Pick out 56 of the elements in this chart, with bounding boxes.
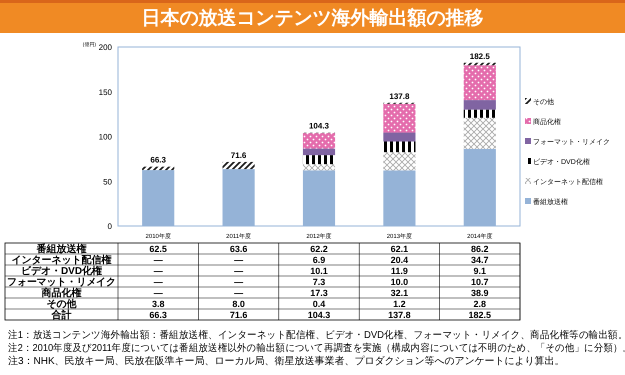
- text: ビデオ・DVD化権: [20, 266, 102, 277]
- text: フォーマット・リメイク: [7, 277, 117, 288]
- total-label: 182.5: [470, 52, 490, 61]
- text: ―: [154, 277, 163, 287]
- text: 注2：2010年度及び2011年度については番組放送権以外の輸出額について再調査を実施（構成内容については不明のため、「その他」に分類）。: [8, 342, 625, 354]
- text: 番組放送権: [36, 244, 86, 255]
- total-label: 66.3: [150, 156, 167, 165]
- text: ―: [234, 266, 244, 276]
- text: 71.6: [230, 310, 248, 320]
- text: その他: [46, 299, 76, 310]
- total-label: 137.8: [389, 92, 410, 101]
- text: ―: [234, 255, 244, 265]
- text: 137.8: [388, 310, 411, 320]
- text: ―: [154, 266, 163, 276]
- text: ―: [234, 277, 244, 287]
- text: ―: [154, 255, 163, 265]
- data-label: 86.2: [471, 244, 489, 254]
- data-label: 62.1: [390, 244, 408, 254]
- data-label: 7.3: [312, 277, 326, 287]
- data-label: 10.7: [471, 277, 489, 287]
- text: 104.3: [308, 310, 330, 320]
- data-label: 62.5: [149, 244, 167, 254]
- data-label: 32.1: [390, 288, 408, 298]
- data-label: 17.3: [310, 288, 328, 298]
- data-label: 2.8: [474, 299, 486, 309]
- data-label: 3.8: [152, 299, 164, 309]
- chart-title: 日本の放送コンテンツ海外輸出額の推移: [142, 7, 484, 29]
- text: 合計: [50, 309, 72, 321]
- data-label: 9.1: [474, 266, 486, 276]
- data-label: 11.9: [390, 266, 408, 276]
- text: ―: [154, 288, 163, 298]
- text: 商品化権: [42, 288, 82, 299]
- text: 注3：NHK、民放キー局、民放在阪準キー局、ローカル局、衛星放送事業者、プロダクション等へのアンケートにより算出。: [8, 355, 565, 367]
- text: 注1：放送コンテンツ海外輸出額：番組放送権、インターネット配信権、ビデオ・DVD化権、フォーマット・リメイク、商品化権等の輸出額。: [8, 328, 625, 342]
- data-label: 6.9: [312, 255, 326, 265]
- y-tick-label: 0: [108, 222, 113, 231]
- data-label: 10.0: [390, 277, 408, 287]
- data-label: 1.2: [393, 299, 406, 309]
- text: 182.5: [468, 310, 492, 320]
- y-tick-label: 150: [98, 88, 113, 97]
- data-label: 8.0: [232, 299, 245, 309]
- data-label: 38.9: [471, 288, 489, 298]
- data-label: 0.4: [312, 299, 326, 309]
- text: インターネット配信権: [12, 255, 112, 266]
- text: ―: [234, 288, 244, 298]
- data-label: 20.4: [390, 255, 408, 265]
- data-label: 62.2: [310, 244, 328, 254]
- y-tick-label: 100: [98, 132, 113, 142]
- total-label: 71.6: [230, 150, 247, 160]
- data-label: 10.1: [310, 266, 328, 276]
- text: 66.3: [149, 310, 167, 320]
- y-tick-label: 50: [103, 177, 113, 186]
- y-tick-label: 200: [98, 43, 113, 52]
- total-label: 104.3: [308, 122, 330, 131]
- data-label: 63.6: [230, 244, 248, 254]
- data-label: 34.7: [471, 255, 489, 265]
